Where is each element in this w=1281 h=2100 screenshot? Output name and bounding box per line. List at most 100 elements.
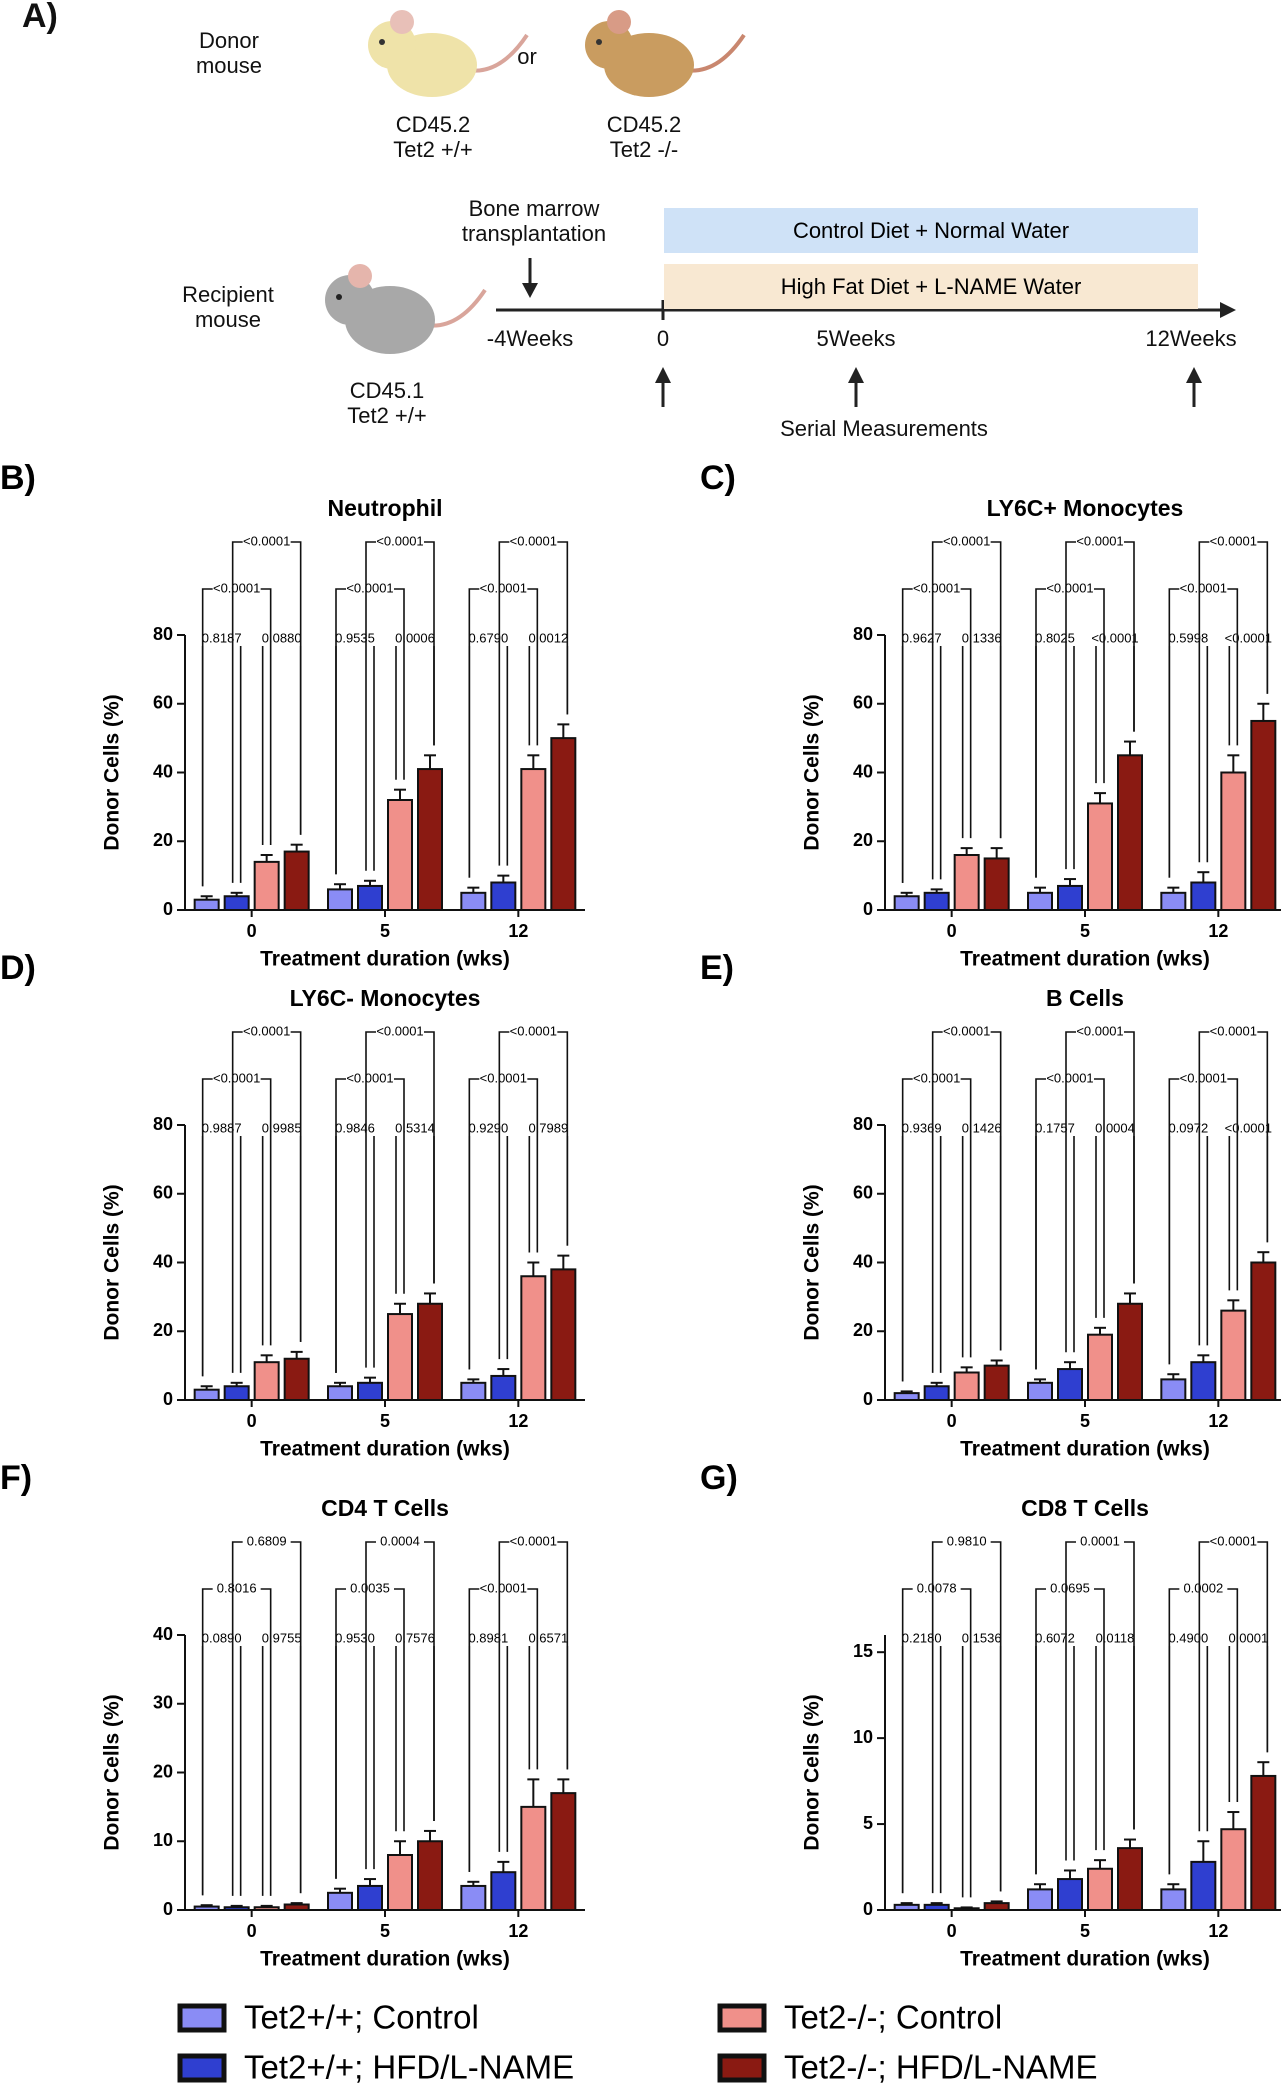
p-value: 0.7576 (395, 1630, 435, 1645)
p-value: 0.9627 (902, 630, 942, 645)
bar (460, 891, 487, 911)
comparison-bracket (468, 638, 509, 878)
timeline (496, 258, 1236, 407)
p-value-bg (509, 1534, 558, 1549)
legend-swatch (177, 2003, 227, 2033)
p-value-bg (257, 631, 306, 646)
bar (520, 1275, 547, 1401)
comparison-bracket (901, 1128, 942, 1382)
p-value-bg (464, 631, 513, 646)
x-tick-label: 5 (380, 1411, 390, 1431)
y-tick-label: 30 (153, 1693, 173, 1713)
comparison-bracket (201, 638, 242, 887)
bar (283, 1903, 310, 1911)
control-diet-band: Control Diet + Normal Water (664, 208, 1198, 253)
p-value-bg (1046, 1581, 1094, 1596)
p-value: 0.9810 (947, 1533, 987, 1548)
bar (223, 895, 250, 911)
x-axis-label: Treatment duration (wks) (260, 1438, 510, 1461)
y-tick-label: 80 (853, 624, 873, 644)
comparison-bracket (961, 638, 1002, 839)
p-value: 0.1536 (962, 1630, 1002, 1645)
panel-label: F) (0, 1459, 32, 1497)
bar (1220, 771, 1247, 911)
comparison-bracket (201, 1638, 242, 1896)
y-tick-label: 40 (153, 761, 173, 781)
comparison-bracket (1168, 638, 1209, 878)
y-axis-label: Donor Cells (%) (101, 1184, 124, 1340)
p-value-bg (464, 1121, 513, 1136)
legend-swatch (717, 2053, 767, 2083)
p-value-bg (1076, 1024, 1124, 1039)
bar (893, 1392, 920, 1401)
comparison-bracket (1168, 1638, 1209, 1875)
p-value: 0.0001 (1080, 1533, 1120, 1548)
bar (1087, 1867, 1113, 1911)
or-text: or (517, 44, 537, 69)
p-value: <0.0001 (943, 1023, 990, 1038)
bar (893, 895, 920, 911)
y-axis-label: Donor Cells (%) (801, 1694, 824, 1850)
p-value-bg (212, 581, 261, 596)
p-value-bg (957, 1121, 1006, 1136)
bar (357, 1884, 383, 1911)
p-value: 0.8016 (217, 1580, 257, 1595)
p-value: <0.0001 (480, 580, 527, 595)
p-value-bg (391, 631, 439, 646)
x-axis-label: Treatment duration (wks) (960, 948, 1210, 971)
p-value-bg (957, 631, 1006, 646)
y-tick-label: 40 (853, 761, 873, 781)
x-tick-label: 12 (1208, 921, 1228, 941)
bar (327, 1891, 353, 1911)
comparison-bracket (961, 1638, 1002, 1898)
p-value-bg (897, 1631, 946, 1646)
p-value: <0.0001 (480, 1070, 527, 1085)
p-value-bg (1179, 1071, 1228, 1086)
comparison-bracket (901, 1638, 942, 1894)
p-value: 0.0695 (1050, 1580, 1090, 1595)
p-value-bg (197, 631, 246, 646)
p-value: 0.1757 (1035, 1120, 1075, 1135)
comparison-bracket (1035, 638, 1075, 878)
timeline-label: 5Weeks (816, 326, 896, 351)
bar (387, 1854, 413, 1911)
p-value-bg (479, 1581, 528, 1596)
bar (460, 1381, 487, 1401)
p-value: <0.0001 (243, 1023, 290, 1038)
x-tick-label: 5 (380, 921, 390, 941)
comparison-bracket (528, 638, 569, 746)
p-value-bg (464, 1631, 513, 1646)
mouse-recipient (325, 264, 487, 354)
x-tick-label: 12 (508, 921, 528, 941)
y-tick-label: 20 (853, 1320, 873, 1340)
donor-label: Donor mouse (195, 28, 263, 78)
x-tick-label: 5 (1080, 921, 1090, 941)
legend-label: Tet2-/-; HFD/L-NAME (784, 2049, 1098, 2086)
legend-swatch (177, 2053, 227, 2083)
y-tick-label: 10 (853, 1727, 873, 1747)
y-tick-label: 5 (863, 1813, 873, 1833)
y-axis-label: Donor Cells (%) (101, 1694, 124, 1850)
y-tick-label: 40 (853, 1251, 873, 1271)
p-value-bg (942, 534, 991, 549)
bar (953, 1371, 980, 1401)
y-axis-label: Donor Cells (%) (801, 694, 824, 850)
x-tick-label: 12 (1208, 1921, 1228, 1941)
p-value: 0.9369 (902, 1120, 942, 1135)
p-value: 0.2180 (902, 1630, 942, 1645)
p-value-bg (897, 631, 946, 646)
p-value: 0.8981 (468, 1630, 508, 1645)
y-tick-label: 60 (153, 693, 173, 713)
bar (1250, 719, 1277, 911)
p-value: 0.5998 (1168, 630, 1208, 645)
bar (253, 860, 280, 911)
bar (1220, 1309, 1247, 1401)
x-tick-label: 0 (247, 1921, 257, 1941)
bar (983, 857, 1010, 911)
comparison-bracket (528, 1128, 569, 1253)
chart-title: LY6C+ Monocytes (987, 495, 1184, 521)
legend-swatch (717, 2003, 767, 2033)
bar (1250, 1261, 1277, 1401)
p-value-bg (1224, 1631, 1273, 1646)
bar (193, 898, 220, 911)
